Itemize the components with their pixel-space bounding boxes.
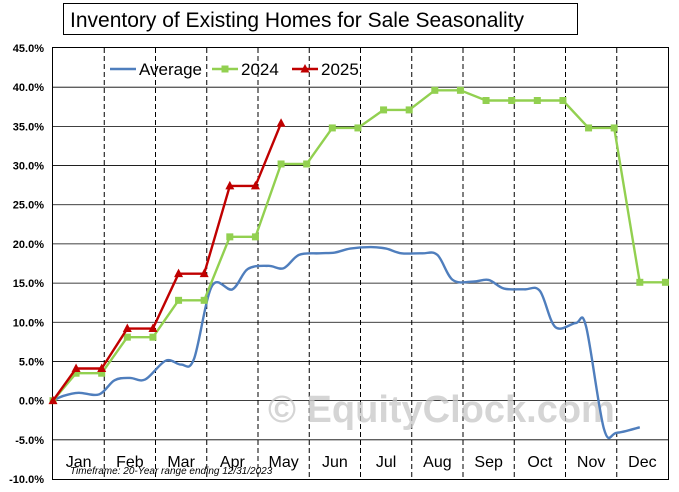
y-axis-ticks: 45.0% 40.0% 35.0% 30.0% 25.0% 20.0% 15.0% 10.0%…: [9, 43, 44, 486]
legend-label: Average: [139, 60, 202, 79]
data-point: [174, 268, 184, 278]
y-tick-label: 45.0%: [13, 43, 44, 55]
y-tick-label: 20.0%: [13, 239, 44, 251]
series-layer: [48, 86, 669, 440]
data-point: [123, 333, 131, 341]
data-point: [303, 160, 311, 168]
legend-marker: [300, 64, 310, 73]
data-point: [482, 97, 490, 105]
x-tick-label: Apr: [220, 454, 246, 471]
data-point: [610, 124, 618, 132]
legend-marker: [221, 65, 229, 73]
legend-label: 2025: [321, 60, 359, 79]
data-point: [559, 97, 567, 105]
data-point: [71, 363, 81, 373]
data-point: [175, 296, 183, 304]
x-tick-label: Mar: [167, 454, 195, 471]
data-point: [48, 395, 58, 405]
data-point: [354, 124, 362, 132]
data-point: [98, 369, 106, 377]
data-point: [456, 86, 464, 94]
y-tick-label: 40.0%: [13, 82, 44, 94]
data-point: [405, 106, 413, 114]
y-tick-label: 10.0%: [13, 317, 44, 329]
data-point: [97, 363, 107, 373]
footnote: Timeframe: 20-Year range ending 12/31/20…: [70, 466, 273, 477]
data-point: [276, 118, 286, 127]
y-tick-label: -5.0%: [15, 435, 44, 447]
x-tick-label: Sep: [474, 454, 503, 471]
chart-title: Inventory of Existing Homes for Sale Sea…: [70, 9, 525, 32]
data-point: [277, 160, 285, 168]
data-point: [72, 369, 80, 377]
series-2025: [48, 118, 286, 405]
data-point: [149, 333, 157, 341]
data-point: [250, 180, 260, 190]
x-tick-label: Feb: [116, 454, 144, 471]
data-point: [636, 278, 644, 286]
x-axis-ticks: Jan Feb Mar Apr May Jun Jul Aug Sep Oct Nov Dec: [66, 454, 657, 471]
x-tick-label: Nov: [577, 454, 605, 471]
x-tick-label: Oct: [527, 454, 552, 471]
x-tick-label: Aug: [423, 454, 451, 471]
series-average: [52, 245, 641, 440]
y-tick-label: 30.0%: [13, 161, 44, 173]
y-tick-label: 15.0%: [13, 278, 44, 290]
title-box: [63, 3, 578, 35]
data-point: [508, 97, 516, 105]
x-tick-label: Jun: [322, 454, 348, 471]
x-tick-label: Dec: [628, 454, 656, 471]
series-line: [52, 122, 283, 402]
legend-label: 2024: [241, 60, 279, 79]
data-point: [533, 97, 541, 105]
data-point: [380, 106, 388, 114]
watermark: © EquityClock.com: [268, 389, 615, 431]
data-point: [122, 323, 132, 333]
data-point: [199, 268, 209, 278]
data-point: [200, 296, 208, 304]
y-tick-label: 5.0%: [19, 356, 44, 368]
data-point: [431, 86, 439, 94]
x-tick-label: May: [269, 454, 299, 471]
x-tick-label: Jul: [376, 454, 396, 471]
data-point: [661, 278, 669, 286]
series-line: [52, 245, 641, 440]
data-point: [328, 124, 336, 132]
data-point: [148, 323, 158, 333]
x-tick-label: Jan: [66, 454, 92, 471]
legend: Average 2024 2025: [110, 60, 359, 79]
data-point: [225, 180, 235, 190]
y-tick-label: -10.0%: [9, 474, 44, 486]
y-tick-label: 25.0%: [13, 200, 44, 212]
data-point: [251, 233, 259, 241]
plot-area: [52, 47, 669, 480]
data-point: [585, 124, 593, 132]
y-tick-label: 35.0%: [13, 121, 44, 133]
data-point: [226, 233, 234, 241]
y-tick-label: 0.0%: [19, 396, 44, 408]
